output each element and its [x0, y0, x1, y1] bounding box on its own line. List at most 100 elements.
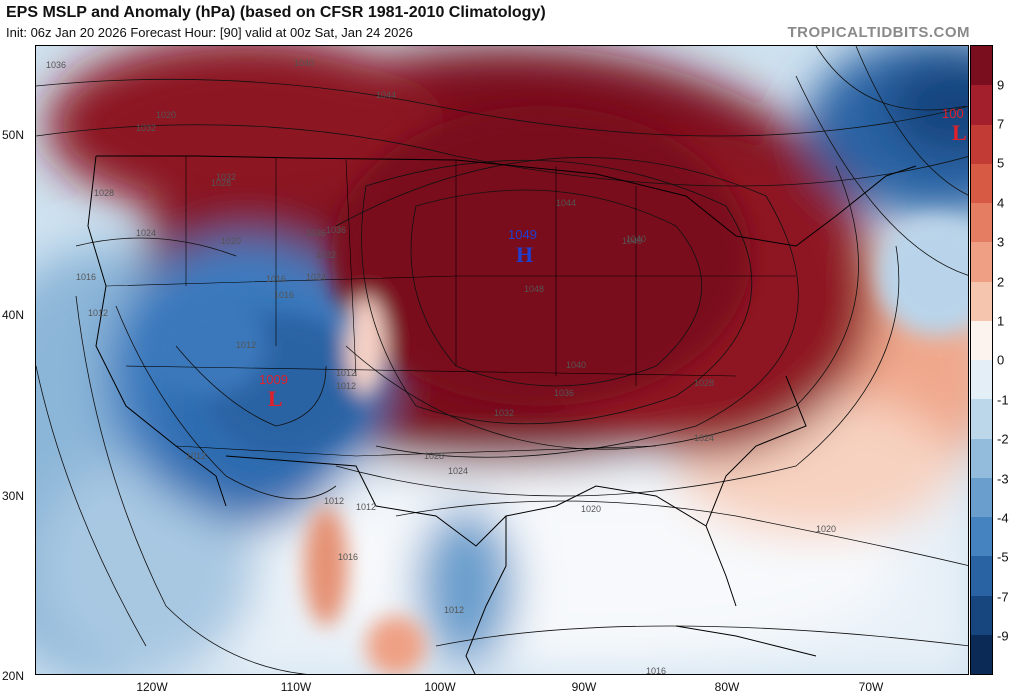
lat-label-30n: 30N — [2, 489, 25, 503]
anomaly-field-detail — [146, 106, 968, 674]
isobar-label: 1024 — [694, 433, 714, 443]
colorbar-segment — [971, 124, 992, 164]
colorbar-segment — [971, 517, 992, 557]
isobar-label: 1012 — [336, 381, 356, 391]
isobar-label: 1028 — [211, 178, 231, 188]
colorbar-label: 1 — [997, 313, 1005, 329]
isobar-label: 1040 — [622, 236, 642, 246]
isobar-label: 1024 — [306, 272, 326, 282]
isobar-label: 1016 — [338, 552, 358, 562]
colorbar-segment — [971, 281, 992, 321]
colorbar-segment — [971, 399, 992, 439]
anomaly-field-smooth — [36, 46, 968, 674]
colorbar-label: 5 — [997, 155, 1005, 171]
anomaly-colorbar — [970, 45, 993, 675]
lat-label-40n: 40N — [2, 308, 25, 322]
isobar-label: 1024 — [448, 466, 468, 476]
isobar-label: 1012 — [236, 340, 256, 350]
lon-label-70w: 70W — [858, 680, 884, 694]
colorbar-label: 9 — [997, 77, 1005, 93]
colorbar-label: -5 — [997, 549, 1009, 565]
colorbar-label: 2 — [997, 274, 1005, 290]
isobar-label: 1024 — [136, 228, 156, 238]
isobar-label: 1036 — [46, 60, 66, 70]
lon-label-90w: 90W — [571, 680, 597, 694]
colorbar-label: -3 — [997, 471, 1009, 487]
isobar-label: 1012 — [444, 605, 464, 615]
isobar-label: 1028 — [694, 378, 714, 388]
isobar-label: 1040 — [294, 58, 314, 68]
low-east-value: 100 — [942, 106, 964, 121]
map-subtitle: Init: 06z Jan 20 2026 Forecast Hour: [90… — [6, 25, 413, 40]
lon-label-100w: 100W — [424, 680, 456, 694]
isobar-label: 1012 — [324, 496, 344, 506]
lat-label-20n: 20N — [2, 669, 25, 683]
isobar-label: 1028 — [94, 188, 114, 198]
low-center-west: 1009 L — [259, 372, 288, 411]
isobar-label: 1032 — [136, 123, 156, 133]
isobar-label: 1048 — [524, 284, 544, 294]
high-center: 1049 H — [508, 227, 537, 267]
colorbar-label: 7 — [997, 116, 1005, 132]
isobar-label: 1032 — [494, 408, 514, 418]
brand-watermark: TROPICALTIDBITS.COM — [787, 24, 970, 41]
low-west-letter: L — [268, 386, 283, 411]
isobar-label: 1020 — [581, 504, 601, 514]
isobar-label: 1036 — [326, 225, 346, 235]
colorbar-label: -2 — [997, 431, 1009, 447]
isobar-label: 1016 — [646, 666, 666, 675]
colorbar-segment — [971, 46, 992, 86]
isobar-label-group: 1036 1028 1032 1040 1044 1044 1048 1040 … — [46, 58, 836, 675]
colorbar-segment — [971, 163, 992, 203]
isobar-label: 1040 — [566, 360, 586, 370]
isobar-label: 1016 — [266, 274, 286, 284]
colorbar-segment — [971, 242, 992, 282]
isobar-label: 1012 — [186, 451, 206, 461]
isobar-label: 1044 — [376, 90, 396, 100]
isobar-label: 1020 — [816, 524, 836, 534]
low-east-letter: L — [952, 120, 967, 145]
isobar-label: 1036 — [554, 388, 574, 398]
colorbar-segment — [971, 320, 992, 360]
lon-label-110w: 110W — [280, 680, 312, 694]
isobar-label: 1028 — [424, 451, 444, 461]
isobar-lines — [36, 46, 968, 674]
lat-label-50n: 50N — [2, 128, 25, 142]
colorbar-segment — [971, 360, 992, 400]
colorbar-segment — [971, 595, 992, 635]
colorbar-segment — [971, 477, 992, 517]
colorbar-segment — [971, 85, 992, 125]
map-title: EPS MSLP and Anomaly (hPa) (based on CFS… — [6, 4, 546, 21]
isobar-label: 1012 — [336, 368, 356, 378]
isobar-label: 1012 — [356, 502, 376, 512]
colorbar-label: 3 — [997, 234, 1005, 250]
colorbar-segment — [971, 203, 992, 243]
isobar-label: 1032 — [216, 172, 236, 182]
colorbar-label: -1 — [997, 392, 1009, 408]
colorbar-segment — [971, 634, 992, 674]
colorbar-label: 4 — [997, 195, 1005, 211]
isobar-label: 1020 — [221, 236, 241, 246]
isobar-label: 1016 — [274, 290, 294, 300]
lon-label-120w: 120W — [136, 680, 168, 694]
colorbar-segment — [971, 556, 992, 596]
isobar-label: 1036 — [306, 228, 326, 238]
colorbar-label: 0 — [997, 352, 1005, 368]
isobar-label: 1020 — [156, 110, 176, 120]
colorbar-label: -4 — [997, 510, 1009, 526]
isobar-label: 1032 — [316, 250, 336, 260]
colorbar-label: -7 — [997, 589, 1009, 605]
lon-label-80w: 80W — [714, 680, 740, 694]
isobar-label: 1016 — [76, 272, 96, 282]
isobar-label: 1040 — [626, 234, 646, 244]
low-center-east: 100 L — [942, 106, 967, 145]
high-center-value: 1049 — [508, 227, 537, 242]
isobar-label: 1044 — [556, 198, 576, 208]
low-west-value: 1009 — [259, 372, 288, 387]
isobar-label: 1012 — [88, 308, 108, 318]
colorbar-label: -9 — [997, 628, 1009, 644]
state-borders — [105, 156, 796, 457]
high-center-letter: H — [516, 242, 533, 267]
colorbar-segment — [971, 438, 992, 478]
map-panel: 1036 1028 1032 1040 1044 1044 1048 1040 … — [35, 45, 969, 675]
